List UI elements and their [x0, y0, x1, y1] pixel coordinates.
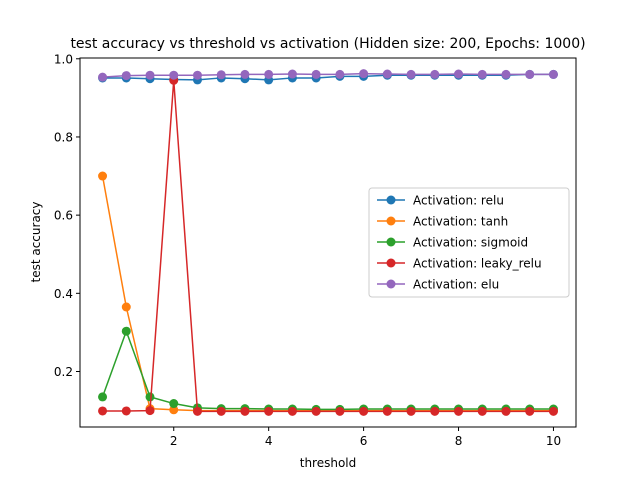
- data-point: [335, 69, 345, 79]
- series-3: [98, 75, 558, 416]
- data-point: [311, 406, 321, 416]
- legend-entry: Activation: relu: [377, 194, 504, 208]
- data-point: [98, 392, 108, 402]
- data-point: [406, 69, 416, 79]
- legend: Activation: relu Activation: tanh Activati…: [368, 187, 570, 298]
- data-point: [216, 406, 226, 416]
- data-point: [335, 406, 345, 416]
- data-point: [501, 406, 511, 416]
- legend-marker: [386, 258, 396, 268]
- data-point: [169, 405, 179, 415]
- y-tick-label: 0.4: [54, 287, 73, 301]
- x-tick-label: 10: [546, 434, 561, 448]
- data-point: [477, 406, 487, 416]
- y-tick-label: 1.0: [54, 52, 73, 66]
- legend-marker: [386, 195, 396, 205]
- legend-label: Activation: tanh: [413, 215, 508, 229]
- y-tick-label: 0.2: [54, 365, 73, 379]
- data-point: [454, 406, 464, 416]
- data-point: [192, 406, 202, 416]
- data-point: [430, 406, 440, 416]
- legend-label: Activation: sigmoid: [413, 236, 528, 250]
- data-point: [121, 326, 131, 336]
- data-point: [240, 406, 250, 416]
- data-point: [477, 69, 487, 79]
- axes-frame: [79, 57, 577, 428]
- data-point: [264, 69, 274, 79]
- data-point: [548, 69, 558, 79]
- x-tick-label: 8: [455, 434, 463, 448]
- data-point: [121, 406, 131, 416]
- legend-label: Activation: relu: [413, 194, 504, 208]
- data-point: [121, 71, 131, 81]
- data-point: [121, 302, 131, 312]
- legend-label: Activation: leaky_relu: [413, 257, 542, 271]
- legend-box: [368, 187, 570, 298]
- legend-entry: Activation: elu: [377, 278, 499, 292]
- y-tick-label: 0.6: [54, 209, 73, 223]
- data-point: [359, 69, 369, 79]
- data-point: [359, 406, 369, 416]
- data-point: [98, 406, 108, 416]
- legend-entry: Activation: tanh: [377, 215, 508, 229]
- legend-entry: Activation: sigmoid: [377, 236, 528, 250]
- legend-marker: [386, 216, 396, 226]
- x-tick-label: 6: [360, 434, 368, 448]
- series-4: [98, 69, 558, 82]
- chart-title: test accuracy vs threshold vs activation…: [70, 36, 585, 52]
- x-axis-label: threshold: [300, 456, 357, 470]
- data-point: [216, 70, 226, 80]
- data-point: [287, 406, 297, 416]
- data-point: [382, 406, 392, 416]
- data-point: [145, 406, 155, 416]
- x-tick-label: 2: [170, 434, 178, 448]
- data-point: [525, 406, 535, 416]
- data-point: [145, 392, 155, 402]
- legend-marker: [386, 279, 396, 289]
- data-point: [98, 72, 108, 82]
- data-point: [192, 70, 202, 80]
- data-point: [454, 69, 464, 79]
- legend-marker: [386, 237, 396, 247]
- legend-label: Activation: elu: [413, 278, 499, 292]
- data-point: [382, 69, 392, 79]
- data-point: [169, 70, 179, 80]
- legend-entry: Activation: leaky_relu: [377, 257, 542, 271]
- data-point: [145, 70, 155, 80]
- data-point: [501, 69, 511, 79]
- y-tick-label: 0.8: [54, 130, 73, 144]
- data-point: [240, 69, 250, 79]
- plot-area: [98, 69, 558, 416]
- data-point: [98, 171, 108, 181]
- data-point: [264, 406, 274, 416]
- axis-ticks: 2 4 6 8 10 0.2 0.4 0.6 0.8 1.0: [54, 52, 561, 448]
- y-axis-label: test accuracy: [29, 202, 43, 283]
- data-point: [430, 69, 440, 79]
- data-point: [311, 69, 321, 79]
- data-point: [548, 406, 558, 416]
- data-point: [287, 69, 297, 79]
- x-tick-label: 4: [265, 434, 273, 448]
- data-point: [406, 406, 416, 416]
- data-point: [169, 399, 179, 409]
- data-point: [525, 69, 535, 79]
